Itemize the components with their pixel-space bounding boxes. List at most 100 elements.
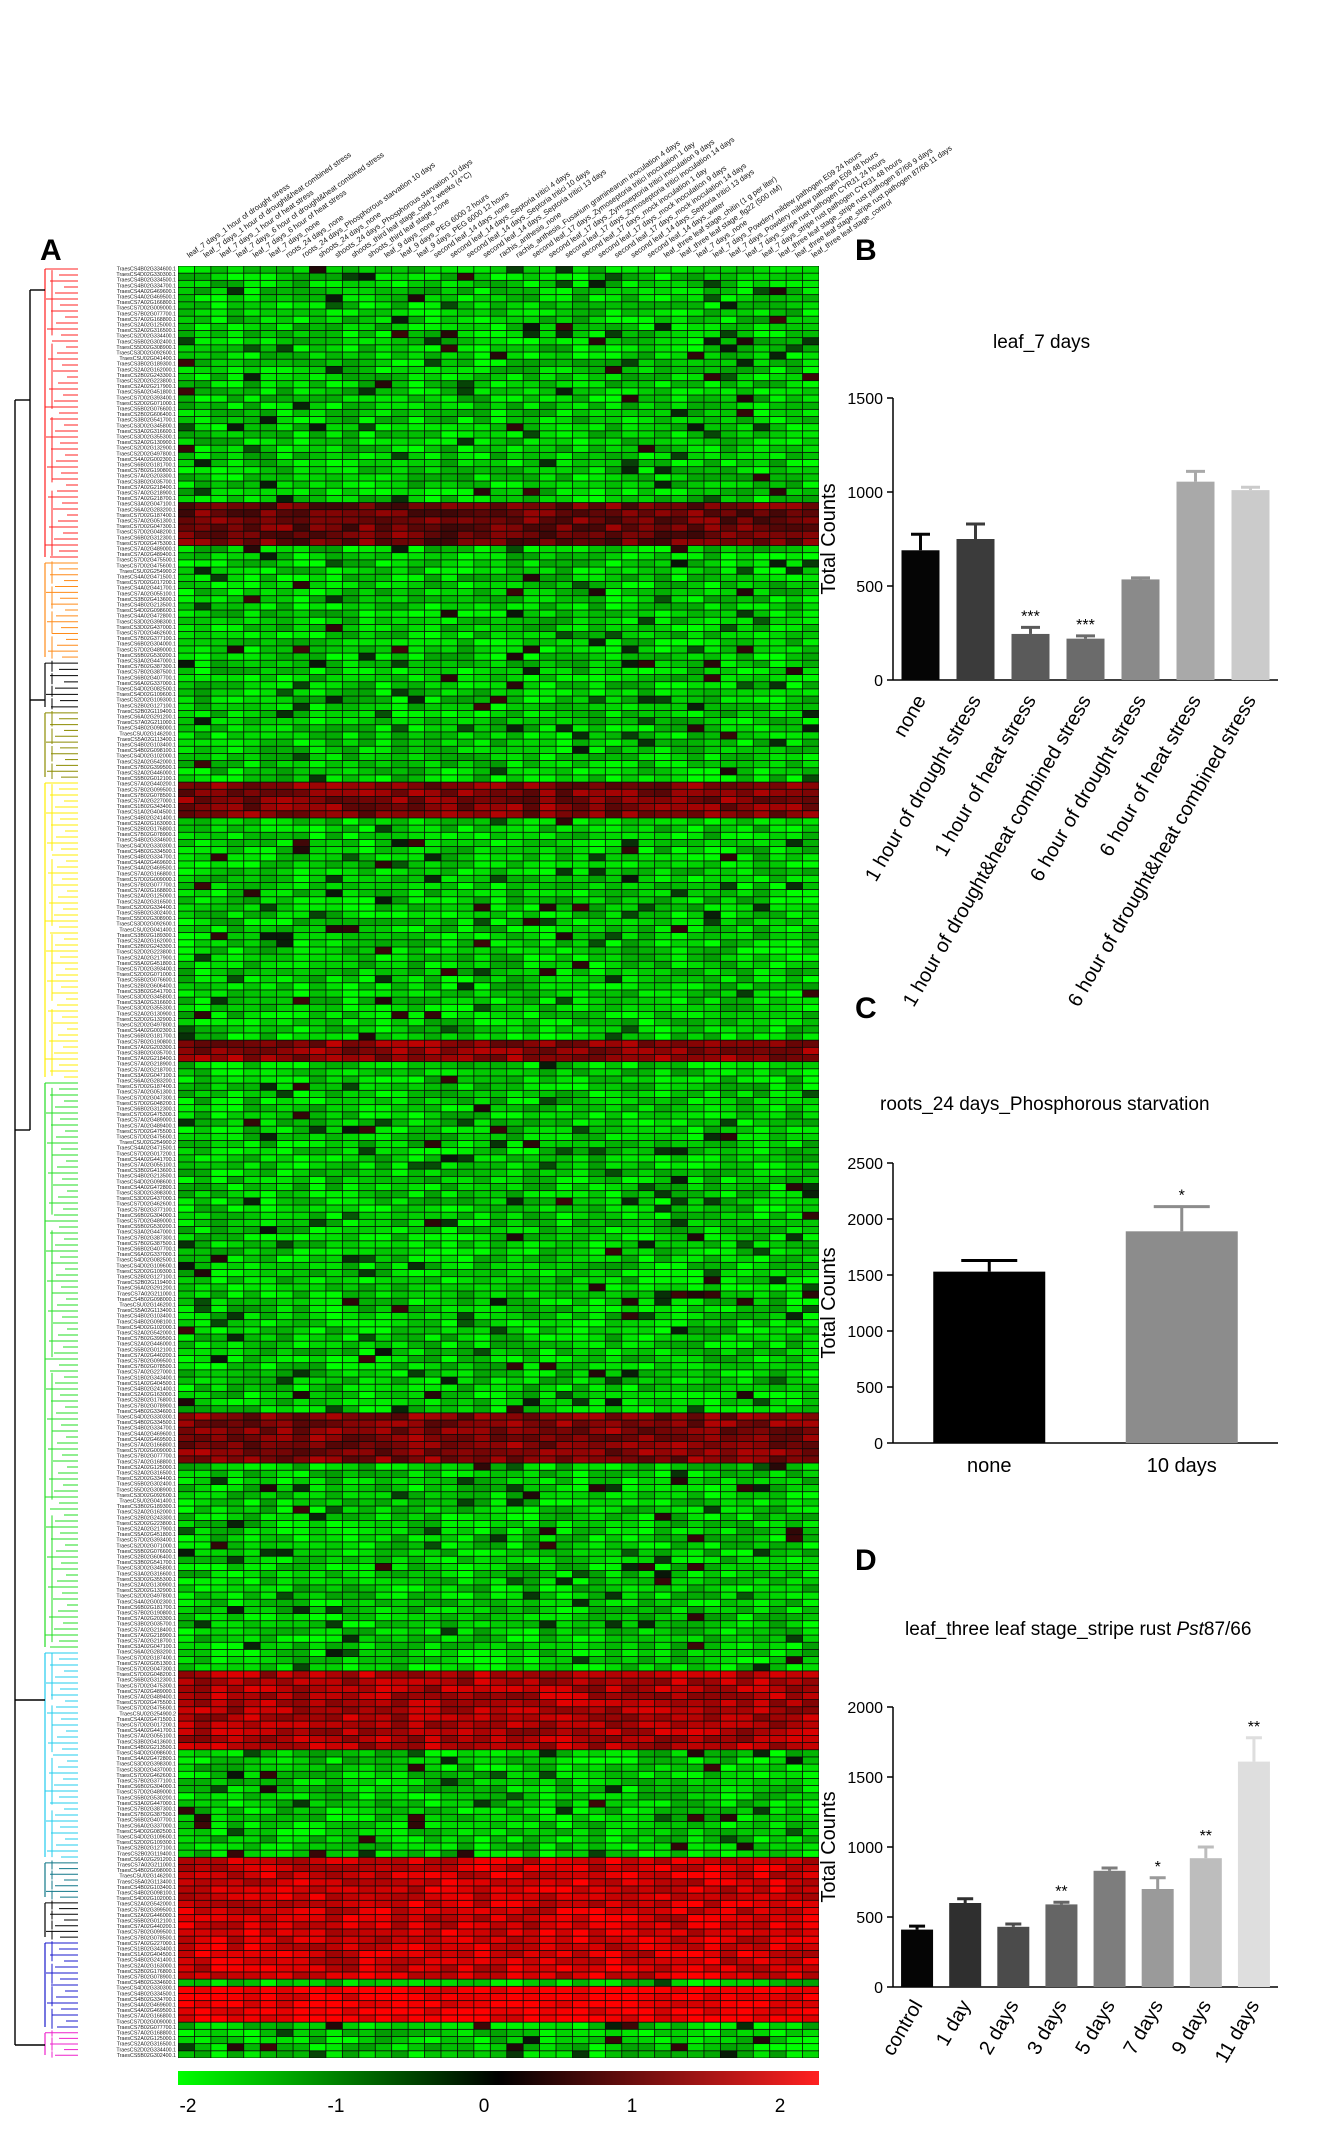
heatmap-cell	[457, 796, 474, 804]
heatmap-cell	[622, 424, 638, 431]
heatmap-cell	[638, 976, 655, 983]
heatmap-cell	[392, 431, 408, 438]
heatmap-cell	[589, 459, 605, 467]
heatmap-cell	[342, 330, 359, 338]
heatmap-cell	[408, 947, 425, 954]
heatmap-cell	[589, 538, 605, 546]
heatmap-cell	[523, 653, 540, 660]
heatmap-cell	[770, 940, 786, 947]
heatmap-cell	[194, 338, 211, 345]
heatmap-cell	[572, 1019, 589, 1026]
heatmap-cell	[720, 467, 737, 474]
heatmap-cell	[408, 796, 425, 804]
heatmap-cell	[211, 395, 227, 402]
heatmap-cell	[309, 1033, 326, 1040]
heatmap-cell	[687, 309, 704, 316]
heatmap-cell	[178, 596, 195, 603]
heatmap-cell	[671, 1040, 688, 1047]
heatmap-cell	[507, 782, 523, 789]
heatmap-cell	[622, 861, 638, 868]
heatmap-cell	[737, 517, 753, 524]
heatmap-cell	[655, 366, 671, 374]
heatmap-cell	[211, 983, 227, 990]
heatmap-cell	[704, 502, 720, 510]
gene-label: TraesCS4A02G469600.1	[117, 2002, 176, 2008]
heatmap-cell	[556, 553, 573, 560]
heatmap-cell	[194, 345, 211, 352]
heatmap-cell	[474, 474, 490, 481]
heatmap-cell	[507, 861, 523, 868]
heatmap-cell	[408, 359, 425, 366]
heatmap-cell	[671, 588, 688, 596]
heatmap-cell	[737, 273, 753, 280]
heatmap-cell	[556, 717, 573, 725]
gene-label: TraesCS6B02G181700.1	[117, 1034, 176, 1040]
heatmap-cell	[359, 825, 375, 832]
heatmap-cell	[655, 531, 671, 538]
heatmap-cell	[687, 1040, 704, 1047]
heatmap-cell	[457, 553, 474, 560]
heatmap-cell	[737, 381, 753, 388]
heatmap-cell	[309, 588, 326, 596]
heatmap-cell	[244, 524, 260, 531]
heatmap-cell	[359, 911, 375, 918]
heatmap-cell	[507, 997, 523, 1004]
heatmap-cell	[687, 717, 704, 725]
heatmap-cell	[326, 467, 342, 474]
heatmap-cell	[655, 847, 671, 854]
heatmap-cell	[704, 904, 720, 911]
heatmap-cell	[326, 495, 342, 503]
heatmap-cell	[704, 811, 720, 818]
heatmap-cell	[523, 588, 540, 596]
heatmap-cell	[309, 1026, 326, 1033]
heatmap-cell	[474, 273, 490, 280]
heatmap-cell	[671, 266, 688, 273]
heatmap-cell	[737, 560, 753, 567]
heatmap-cell	[326, 416, 342, 424]
heatmap-cell	[277, 1040, 293, 1047]
heatmap-cell	[655, 302, 671, 309]
heatmap-cell	[211, 280, 227, 288]
heatmap-cell	[408, 409, 425, 417]
heatmap-cell	[589, 531, 605, 538]
heatmap-cell	[556, 381, 573, 388]
heatmap-cell	[277, 560, 293, 567]
heatmap-cell	[424, 897, 441, 904]
heatmap-cell	[753, 703, 770, 711]
heatmap-cell	[227, 847, 244, 854]
heatmap-cell	[622, 753, 638, 761]
heatmap-cell	[293, 703, 310, 711]
heatmap-cell	[655, 459, 671, 467]
heatmap-cell	[687, 1004, 704, 1012]
heatmap-cell	[539, 1019, 556, 1026]
heatmap-cell	[622, 624, 638, 632]
heatmap-cell	[441, 717, 458, 725]
gene-label: TraesCS6A02G283200.1	[117, 1078, 176, 1084]
heatmap-cell	[457, 359, 474, 366]
heatmap-cell	[441, 674, 458, 682]
heatmap-cell	[277, 287, 293, 295]
heatmap-cell	[474, 689, 490, 696]
heatmap-cell	[211, 689, 227, 696]
heatmap-cell	[638, 825, 655, 832]
heatmap-cell	[375, 696, 392, 703]
heatmap-cell	[424, 287, 441, 295]
heatmap-cell	[375, 617, 392, 624]
heatmap-cell	[507, 538, 523, 546]
heatmap-cell	[539, 345, 556, 352]
heatmap-cell	[605, 424, 622, 431]
heatmap-cell	[622, 847, 638, 854]
heatmap-cell	[539, 933, 556, 940]
heatmap-cell	[424, 567, 441, 574]
heatmap-cell	[277, 933, 293, 940]
heatmap-cell	[309, 452, 326, 460]
heatmap-cell	[523, 739, 540, 746]
heatmap-cell	[786, 545, 803, 553]
heatmap-cell	[556, 338, 573, 345]
heatmap-cell	[342, 760, 359, 768]
heatmap-cell	[655, 717, 671, 725]
heatmap-cell	[671, 273, 688, 280]
heatmap-cell	[211, 553, 227, 560]
heatmap-cell	[244, 782, 260, 789]
heatmap-cell	[622, 839, 638, 847]
